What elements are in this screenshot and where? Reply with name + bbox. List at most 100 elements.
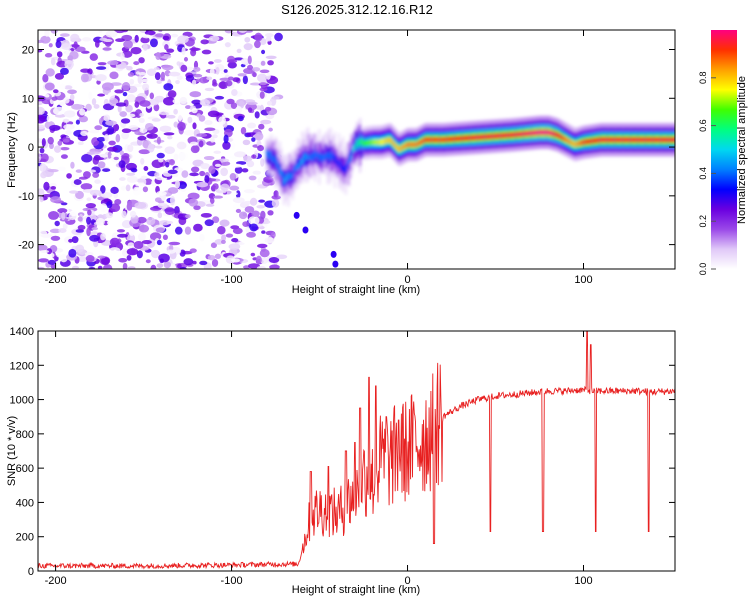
signal-cell: [387, 137, 390, 144]
signal-cell: [647, 137, 650, 143]
noise-cell: [232, 227, 243, 235]
signal-cell: [451, 136, 455, 142]
noise-cell: [164, 44, 169, 51]
noise-cell: [266, 100, 273, 106]
noise-cell: [258, 225, 265, 230]
noise-cell: [243, 43, 253, 51]
signal-cell: [585, 139, 588, 145]
noise-cell: [163, 261, 171, 269]
noise-cell: [50, 186, 57, 190]
noise-cell: [128, 228, 135, 236]
noise-cell: [167, 90, 177, 98]
signal-cell: [539, 129, 542, 136]
noise-cell: [100, 185, 106, 194]
signal-cell: [529, 130, 532, 136]
noise-cell: [45, 68, 55, 77]
signal-cell: [581, 139, 584, 146]
noise-cell: [200, 162, 210, 170]
noise-cell: [138, 232, 146, 242]
noise-cell: [49, 228, 61, 234]
noise-cell: [167, 187, 179, 194]
noise-cell: [138, 117, 145, 124]
signal-cell: [543, 129, 546, 136]
signal-cell: [594, 137, 597, 144]
scatter-point: [332, 260, 339, 268]
noise-cell: [220, 239, 226, 244]
signal-cell: [321, 154, 324, 163]
noise-cell: [166, 48, 175, 53]
noise-cell: [50, 196, 62, 203]
noise-cell: [144, 30, 156, 36]
signal-cell: [509, 132, 512, 138]
noise-cell: [91, 85, 103, 90]
signal-cell: [598, 137, 601, 143]
noise-cell: [137, 135, 147, 141]
signal-cell: [616, 137, 619, 143]
noise-cell: [50, 264, 56, 269]
noise-cell: [212, 216, 220, 224]
noise-cell: [196, 133, 208, 138]
noise-cell: [60, 154, 68, 159]
noise-cell: [224, 42, 231, 48]
signal-cell: [670, 137, 673, 143]
signal-cell: [523, 131, 526, 137]
noise-cell: [183, 258, 194, 266]
noise-cell: [120, 118, 131, 124]
signal-cell: [511, 132, 514, 138]
noise-cell: [84, 251, 94, 257]
noise-cell: [199, 76, 209, 84]
noise-cell: [95, 218, 105, 226]
noise-cell: [67, 89, 77, 95]
noise-cell: [39, 147, 45, 154]
y-tick-label: 1200: [10, 360, 34, 372]
noise-cell: [134, 34, 139, 43]
noise-cell: [127, 144, 134, 153]
noise-cell: [265, 36, 272, 42]
signal-cell: [422, 138, 425, 144]
signal-cell: [488, 133, 491, 140]
noise-cell: [249, 82, 262, 86]
signal-cell: [546, 129, 549, 136]
noise-cell: [102, 264, 113, 269]
noise-cell: [157, 202, 168, 209]
signal-cell: [573, 141, 576, 147]
noise-cell: [269, 264, 280, 269]
signal-cell: [450, 136, 453, 142]
noise-cell: [254, 111, 260, 119]
signal-cell: [288, 171, 291, 179]
noise-cell: [204, 120, 213, 126]
signal-cell: [347, 159, 351, 165]
signal-cell: [305, 150, 308, 169]
noise-cell: [189, 141, 199, 146]
noise-cell: [73, 179, 82, 186]
noise-cell: [98, 30, 103, 33]
signal-cell: [596, 137, 600, 143]
noise-cell: [75, 119, 80, 125]
noise-cell: [214, 163, 222, 167]
noise-cell: [42, 73, 49, 83]
noise-cell: [39, 196, 44, 203]
noise-cell: [181, 47, 186, 56]
signal-cell: [349, 157, 352, 163]
signal-cell: [495, 133, 498, 139]
noise-cell: [134, 30, 146, 35]
noise-cell: [169, 196, 176, 205]
signal-cell: [380, 139, 383, 145]
noise-cell: [225, 80, 233, 87]
signal-cell: [642, 137, 645, 143]
signal-cell: [266, 149, 269, 156]
signal-cell: [516, 131, 519, 138]
noise-cell: [77, 255, 88, 262]
signal-cell: [466, 135, 469, 141]
noise-cell: [140, 36, 150, 44]
signal-cell: [413, 141, 417, 148]
noise-cell: [118, 257, 128, 263]
noise-cell: [204, 175, 210, 184]
noise-cell: [247, 122, 257, 129]
snr-x-axis: -200 -100 0 100: [45, 331, 593, 587]
noise-cell: [276, 254, 288, 260]
signal-cell: [409, 141, 412, 148]
noise-cell: [54, 220, 60, 227]
noise-cell: [179, 249, 186, 257]
signal-cell: [588, 138, 591, 145]
